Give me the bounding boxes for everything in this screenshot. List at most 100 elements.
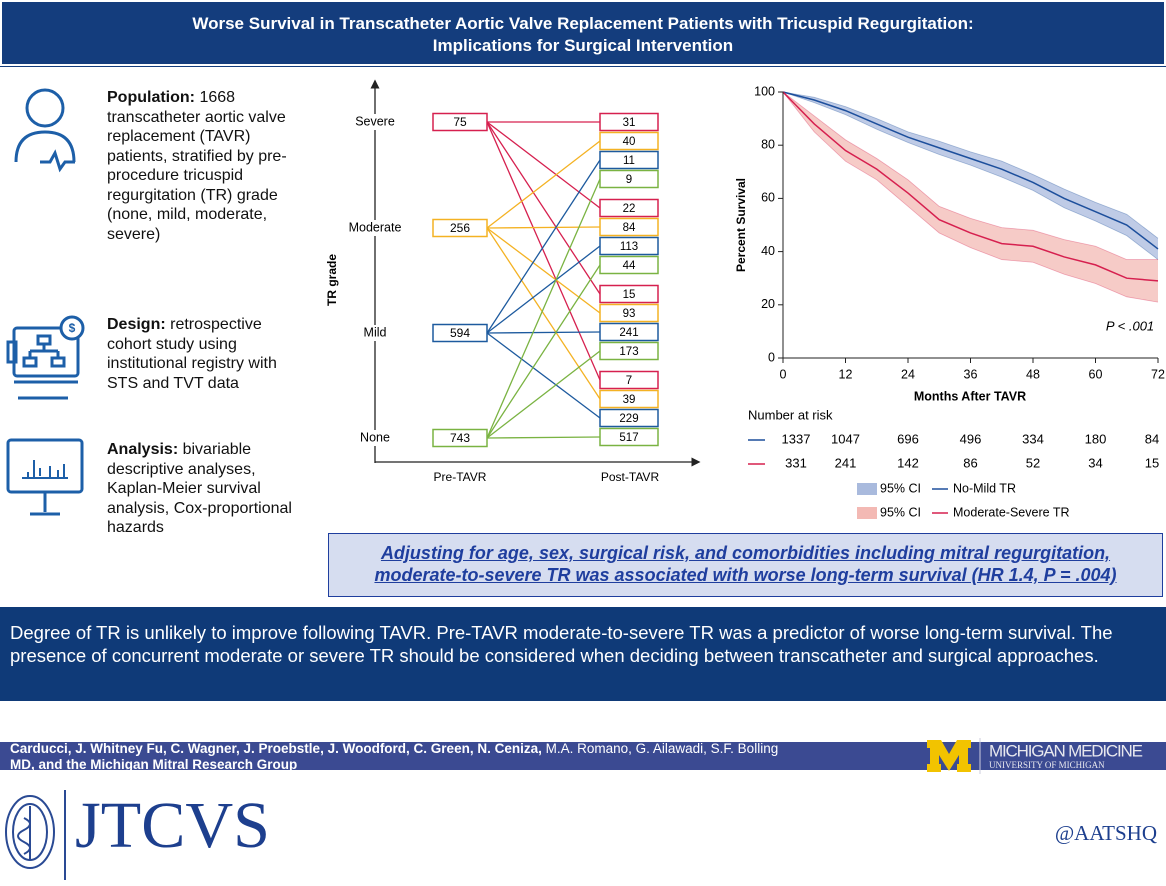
post-box [599,408,659,428]
jtcvs-emblem [5,795,55,869]
grade-label: None [360,430,390,444]
label-bg [346,220,404,236]
flow-line [486,140,601,229]
y-tick-label: 20 [761,297,775,311]
text: 1668 transcatheter aortic valve replacem… [107,89,287,243]
post-value: 241 [619,327,638,339]
x-tick-label: 0 [780,367,787,381]
pre-value: 743 [450,431,470,445]
flow-line [486,226,601,229]
post-value: 39 [623,394,636,406]
highlight-line: moderate-to-severe TR was associated wit… [374,565,1117,585]
x-tick-label: 60 [1089,367,1103,381]
post-box [599,198,659,218]
pre-value: 594 [450,326,470,340]
p-value: P < .001 [1106,318,1154,333]
survival-line [782,91,1159,282]
ci-edge [782,91,1158,260]
y-tick-label: 80 [761,137,775,151]
title-line: Implications for Surgical Intervention [432,36,734,55]
survival-line [782,91,1159,250]
pre-box [432,112,488,132]
post-box [599,370,659,390]
text: retrospective cohort study using institu… [107,316,277,392]
design-text: Design: retrospective cohort study using… [107,315,307,393]
y-tick-label: 60 [761,191,775,205]
post-value: 84 [623,222,636,234]
post-value: 11 [623,155,635,167]
flow-line [486,245,601,334]
flow-line [486,350,601,439]
risk-count: 142 [897,455,919,470]
design-icon: $ [6,315,85,400]
authors-bold: Carducci, J. Whitney Fu, C. Wagner, J. P… [10,741,542,756]
flow-line [486,436,601,439]
risk-title: Number at risk [748,407,833,422]
pre-value: 256 [450,221,470,235]
conclusion: Degree of TR is unlikely to improve foll… [0,607,1166,701]
michigan-sub: UNIVERSITY OF MICHIGAN [989,760,1105,770]
authors-plain: M.A. Romano, G. Ailawadi, S.F. Bolling [545,741,779,756]
x-label: Months After TAVR [914,389,1026,403]
risk-count: 331 [785,455,807,470]
y-tick-label: 0 [768,350,775,364]
risk-count: 86 [963,455,977,470]
x-tick-label: 72 [1151,367,1165,381]
flow-line [486,121,601,295]
post-value: 40 [623,136,636,148]
post-value: 7 [626,375,632,387]
label: Design: [107,316,166,333]
post-box [599,427,659,447]
post-box [599,112,659,132]
post-box [599,255,659,275]
grade-label: Severe [355,114,395,128]
x-tick-label: 24 [901,367,915,381]
post-value: 22 [623,203,636,215]
pre-box [432,218,488,238]
x-tick-label: 12 [839,367,853,381]
flow-line [486,178,601,439]
post-value: 44 [623,260,636,272]
risk-count: 334 [1022,431,1044,446]
label-bg [346,430,404,446]
post-box [599,150,659,170]
legend-swatch [857,507,877,519]
authors: Carducci, J. Whitney Fu, C. Wagner, J. P… [10,741,870,773]
text: bivariable descriptive analyses, Kaplan-… [107,441,292,536]
post-value: 93 [623,308,636,320]
legend-label: Moderate-Severe TR [953,505,1070,519]
flow-line [486,332,601,419]
ci-edge [782,91,1159,303]
risk-count: 1047 [831,431,860,446]
post-box [599,217,659,237]
population-icon [14,88,76,173]
x-label: Pre-TAVR [434,470,487,484]
label-bg [346,325,404,341]
x-label: Post-TAVR [601,470,660,484]
x-tick-label: 36 [964,367,978,381]
legend-ci: 95% CI [880,481,921,495]
y-label: Percent Survival [734,178,748,272]
y-label: TR grade [325,254,339,306]
legend-label: No-Mild TR [953,481,1016,495]
michigan-name: MICHIGAN MEDICINE [989,741,1143,760]
michigan-logo: MICHIGAN MEDICINE UNIVERSITY OF MICHIGAN [927,738,1143,774]
post-box [599,389,659,409]
pre-box [432,323,488,343]
survival-chart: Percent Survival Months After TAVR P < .… [734,84,1165,519]
post-box [599,284,659,304]
risk-count: 241 [835,455,857,470]
handle: @AATSHQ [1055,821,1157,845]
label-bg [346,114,404,130]
header: Worse Survival in Transcatheter Aortic V… [0,0,1166,67]
post-value: 173 [619,346,638,358]
footer: JTCVS @AATSHQ [5,789,1157,880]
flow-line [486,331,601,334]
risk-count: 34 [1088,455,1102,470]
pre-value: 75 [453,115,467,129]
post-value: 517 [619,432,638,444]
authors-band: Carducci, J. Whitney Fu, C. Wagner, J. P… [0,738,1166,774]
post-value: 31 [623,117,636,129]
risk-count: 496 [960,431,982,446]
